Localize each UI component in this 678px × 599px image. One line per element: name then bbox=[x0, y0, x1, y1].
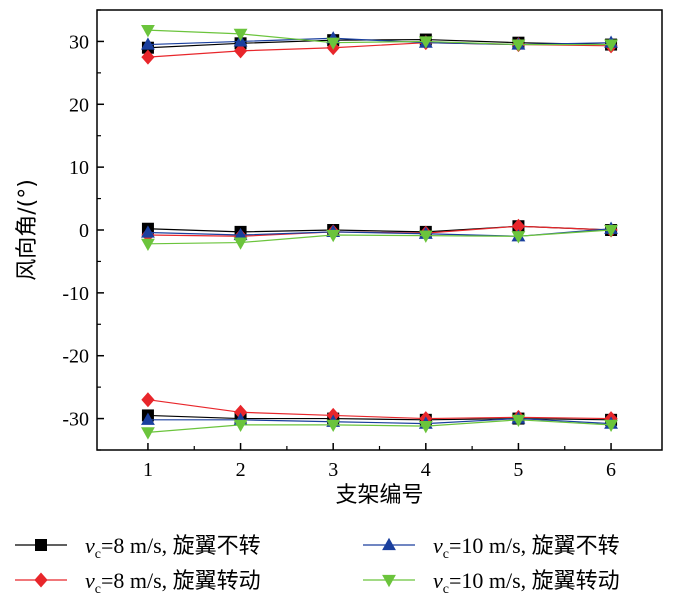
legend-marker bbox=[382, 537, 396, 551]
x-axis-title: 支架编号 bbox=[335, 483, 423, 508]
legend-entry-s1: vc=8 m/s, 旋翼不转 bbox=[15, 533, 261, 562]
data-point bbox=[141, 412, 155, 425]
data-point bbox=[233, 227, 248, 241]
data-point bbox=[141, 49, 155, 65]
legend-label: vc=10 m/s, 旋翼转动 bbox=[433, 568, 620, 597]
x-tick-label: 1 bbox=[143, 459, 153, 481]
x-tick-label: 2 bbox=[236, 459, 246, 481]
axis-ticks: 1 2 3 4 5 6 30 20 10 0 -10 -20 -30 bbox=[62, 9, 616, 481]
data-point bbox=[604, 39, 618, 52]
series-line bbox=[147, 399, 612, 420]
y-tick-label: 0 bbox=[79, 220, 89, 242]
legend-label: vc=10 m/s, 旋翼不转 bbox=[433, 533, 620, 562]
series-line bbox=[147, 38, 612, 49]
legend-entry-s2: vc=8 m/s, 旋翼转动 bbox=[15, 568, 261, 597]
series-s1 bbox=[141, 33, 618, 426]
series-line bbox=[147, 414, 612, 421]
data-point bbox=[604, 419, 618, 433]
series-line bbox=[147, 417, 612, 425]
series-line bbox=[147, 29, 612, 46]
y-tick-label: -20 bbox=[62, 346, 89, 368]
data-point bbox=[233, 28, 248, 42]
data-point bbox=[233, 404, 248, 420]
data-point bbox=[604, 224, 618, 238]
data-point bbox=[511, 414, 526, 428]
series-line bbox=[147, 37, 612, 46]
data-point bbox=[326, 229, 341, 243]
series-s3 bbox=[141, 31, 618, 429]
data-point bbox=[511, 231, 526, 244]
series-layer bbox=[141, 25, 618, 440]
data-point bbox=[326, 419, 341, 433]
y-tick-label: 10 bbox=[69, 157, 89, 179]
legend-marker bbox=[382, 574, 396, 588]
data-point bbox=[418, 36, 433, 49]
legend-label: vc=8 m/s, 旋翼转动 bbox=[85, 568, 261, 597]
data-point bbox=[418, 230, 433, 243]
legend: vc=8 m/s, 旋翼不转 vc=10 m/s, 旋翼不转 vc=8 m/s, 旋… bbox=[15, 533, 620, 597]
data-point bbox=[141, 37, 155, 50]
legend-entry-s3: vc=10 m/s, 旋翼不转 bbox=[363, 533, 620, 562]
data-point bbox=[326, 37, 341, 50]
data-point bbox=[233, 43, 248, 59]
data-point bbox=[141, 427, 155, 440]
series-s4 bbox=[141, 25, 618, 440]
data-point bbox=[511, 39, 526, 52]
data-point bbox=[511, 218, 526, 234]
x-tick-label: 5 bbox=[513, 459, 523, 481]
y-tick-label: -10 bbox=[62, 283, 89, 305]
data-point bbox=[141, 25, 155, 38]
data-point bbox=[141, 225, 155, 238]
y-tick-label: -30 bbox=[62, 409, 89, 431]
data-point bbox=[141, 392, 155, 408]
y-axis-title: 风向角/(°) bbox=[15, 179, 40, 281]
series-line bbox=[147, 229, 612, 245]
data-point bbox=[233, 419, 248, 433]
x-tick-label: 3 bbox=[328, 459, 338, 481]
x-tick-label: 6 bbox=[606, 459, 616, 481]
legend-marker bbox=[35, 539, 47, 551]
data-point bbox=[418, 421, 433, 434]
series-line bbox=[147, 419, 612, 433]
legend-marker bbox=[34, 572, 48, 588]
legend-label: vc=8 m/s, 旋翼不转 bbox=[85, 533, 261, 562]
y-tick-label: 30 bbox=[69, 31, 89, 53]
data-point bbox=[141, 238, 155, 252]
legend-entry-s4: vc=10 m/s, 旋翼转动 bbox=[363, 568, 620, 597]
x-tick-label: 4 bbox=[421, 459, 431, 481]
data-point bbox=[233, 237, 248, 250]
y-tick-label: 20 bbox=[69, 94, 89, 116]
